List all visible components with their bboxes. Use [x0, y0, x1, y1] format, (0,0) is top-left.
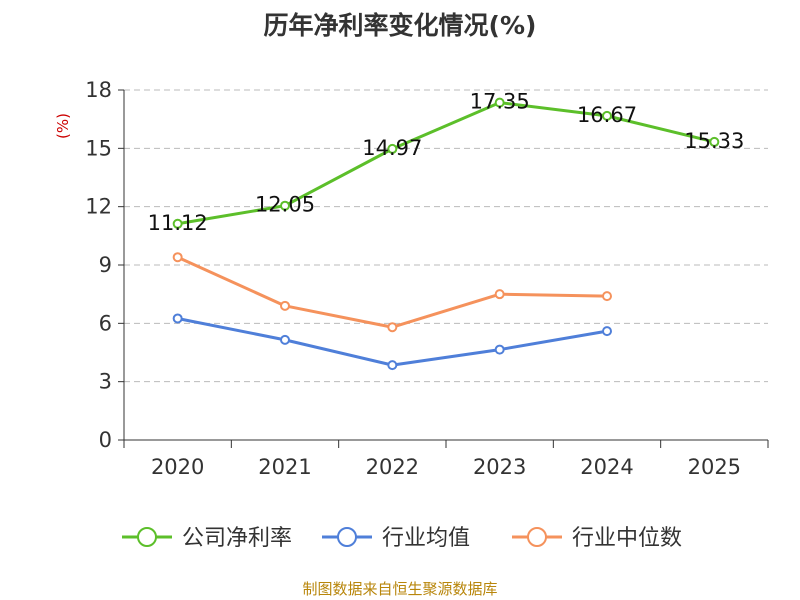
series-1-point-2024 [602, 326, 612, 337]
data-label-2020: 11.12 [148, 211, 208, 235]
grid-lines [124, 89, 768, 383]
series-1-point-2020 [172, 313, 183, 324]
x-tick-label-2025: 2025 [688, 455, 741, 479]
data-label-2022: 14.97 [362, 136, 422, 160]
series-0-point-2023 [494, 97, 505, 108]
data-label-2021: 12.05 [255, 193, 315, 217]
x-tick-label-2024: 2024 [580, 455, 633, 479]
y-tick-label-12: 12 [85, 195, 112, 219]
y-tick-label-0: 0 [99, 428, 112, 452]
series-0-point-2022 [387, 143, 398, 154]
y-tick-label-18: 18 [85, 78, 112, 102]
series-2-point-2022 [387, 322, 398, 333]
y-axis-label: (%) [54, 113, 72, 139]
y-tick-label-6: 6 [99, 311, 112, 335]
series-0-point-2021 [280, 200, 290, 211]
data-labels: 11.12 12.05 14.97 17.35 16.67 15.33 [148, 90, 745, 235]
series-2-point-2023 [494, 289, 505, 300]
legend-label-1: 行业均值 [382, 526, 470, 551]
legend-item-1[interactable]: 行业均值 [322, 526, 470, 551]
series-1-point-2022 [387, 360, 398, 371]
series-0-point-2025 [709, 136, 720, 147]
y-tick-label-9: 9 [99, 253, 112, 277]
x-tick-label-2022: 2022 [366, 455, 419, 479]
legend-marker-2 [527, 527, 547, 547]
chart-title: 历年净利率变化情况(%) [264, 11, 537, 40]
data-label-2025: 15.33 [684, 129, 744, 153]
y-tick-label-3: 3 [99, 370, 112, 394]
axes: 0 3 6 9 12 15 18 2020 2021 2022 2023 2024 2025 [85, 78, 769, 479]
source-note: 制图数据来自恒生聚源数据库 [302, 580, 497, 598]
x-tick-label-2023: 2023 [473, 455, 526, 479]
legend-item-0[interactable]: 公司净利率 [122, 526, 292, 551]
series-0-point-2024 [602, 110, 612, 121]
series-lines [172, 97, 720, 371]
y-tick-label-15: 15 [85, 136, 112, 160]
series-line-2 [177, 255, 608, 329]
x-tick-label-2021: 2021 [258, 455, 311, 479]
data-label-2023: 17.35 [470, 90, 530, 114]
legend-marker-1 [337, 527, 357, 547]
data-label-2024: 16.67 [577, 103, 637, 127]
legend[interactable]: 公司净利率 行业均值 行业中位数 [122, 526, 682, 551]
series-1-point-2021 [280, 334, 290, 345]
series-line-0 [177, 101, 715, 226]
legend-label-2: 行业中位数 [572, 526, 682, 551]
x-tick-label-2020: 2020 [151, 455, 204, 479]
series-1-point-2023 [494, 344, 505, 355]
legend-item-2[interactable]: 行业中位数 [512, 526, 682, 551]
legend-marker-0 [137, 527, 157, 547]
legend-label-0: 公司净利率 [182, 526, 292, 551]
series-0-point-2020 [172, 218, 183, 229]
series-2-point-2024 [602, 291, 612, 302]
series-2-point-2020 [172, 252, 183, 263]
series-2-point-2021 [280, 300, 290, 311]
